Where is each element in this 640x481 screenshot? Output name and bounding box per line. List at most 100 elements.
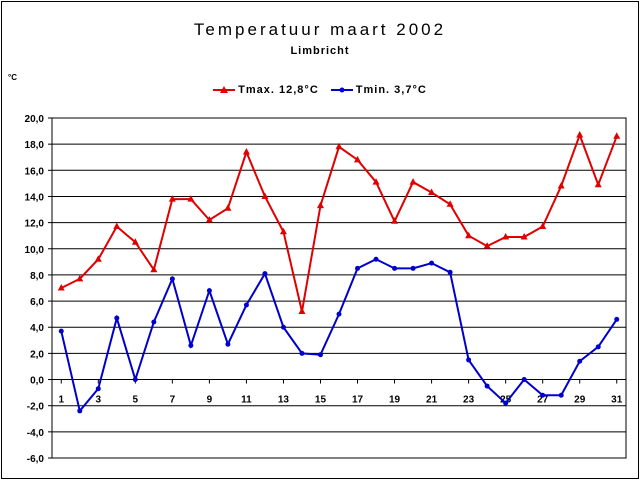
x-tick-label: 17 [352,395,364,406]
x-tick-label: 3 [96,395,102,406]
plot-area [51,117,627,459]
y-tick-label: 8,0 [30,271,44,282]
y-tick-label: 6,0 [30,297,44,308]
x-tick-label: 5 [133,395,139,406]
tmin-point [373,256,379,262]
y-tick-label: 0,0 [30,376,44,387]
legend-marker-tmin [330,87,353,93]
y-tick-label: 4,0 [30,323,44,334]
tmin-point [114,315,120,321]
x-tick-label: 19 [389,395,401,406]
chart-title: Temperatuur maart 2002 [193,20,447,39]
tmin-point [188,343,194,349]
tmax-point [483,242,491,249]
tmin-point [243,302,249,308]
y-tick-label: 10,0 [25,245,45,256]
tmax-point [94,255,102,262]
y-axis-unit: °C [8,73,17,82]
tmin-point [206,288,212,294]
tmax-point [131,238,139,245]
tmin-point [355,265,361,271]
tmin-point [614,316,620,322]
legend-marker-tmax [213,86,236,93]
tmin-point [299,350,305,356]
y-tick-label: 12,0 [25,219,45,230]
tmax-point [576,131,584,138]
tmin-point [151,319,157,325]
legend: Tmax. 12,8°C Tmin. 3,7°C [2,84,638,96]
x-tick-label: 11 [241,395,252,406]
tmax-line [60,132,618,312]
tmax-point [446,200,454,207]
y-tick-label: 14,0 [25,192,45,203]
tmax-point [298,307,306,315]
tmax-point [354,155,362,163]
tmax-point [242,148,250,155]
x-tick-label: 31 [611,395,623,406]
x-tick-label: 15 [315,395,327,406]
tmax-point [168,195,176,202]
tmax-point [205,216,213,223]
tmin-point [225,341,231,347]
x-tick-label: 21 [426,395,438,406]
x-tick-label: 9 [207,395,213,406]
x-tick-label: 13 [278,395,290,406]
legend-label-tmin: Tmin. 3,7°C [355,84,427,96]
tmin-point [317,352,323,358]
tmin-point [577,358,583,364]
tmax-point [391,217,399,224]
tmax-point [557,182,565,189]
tmax-point [613,132,621,139]
tmin-point [336,311,342,317]
tmax-point [76,274,84,282]
legend-item-tmin: Tmin. 3,7°C [330,84,427,96]
x-tick-label: 29 [574,395,586,406]
tmax-point [261,192,269,199]
tmin-line [60,258,618,414]
tmin-point [429,260,435,266]
tmin-point [466,357,472,363]
y-tick-label: 2,0 [30,349,44,360]
tmax-point [187,195,195,202]
tmin-point [521,377,527,383]
tmax-point [372,178,380,185]
tmax-point [57,284,65,291]
y-tick-label: -2,0 [27,402,45,413]
tmin-point [280,324,286,330]
x-tick-label: 7 [170,395,176,406]
tmin-point [595,344,601,350]
legend-label-tmax: Tmax. 12,8°C [238,84,319,96]
tmin-point [169,276,175,282]
tmin-point [77,408,83,414]
tmin-point [410,265,416,271]
tmin-point [540,392,546,398]
tmax-point [465,231,473,239]
tmin-point [503,400,509,406]
tmax-point [539,222,547,230]
x-tick-label: 25 [500,395,512,406]
tmin-point [58,328,64,334]
tmin-point [558,392,564,398]
tmax-point [335,142,343,150]
tmax-point [409,178,417,185]
tmin-point [392,265,398,271]
x-tick-label: 23 [463,395,475,406]
chart-subtitle: Limbricht [290,45,350,57]
tmax-point [502,233,510,240]
tmin-point [262,271,268,277]
tmax-point [224,204,232,211]
tmax-point [150,265,158,273]
y-tick-label: 16,0 [25,166,45,177]
tmax-point [520,233,528,240]
y-tick-label: 20,0 [25,114,45,125]
tmin-point [95,386,101,392]
tmax-point [113,222,121,230]
y-tick-label: -4,0 [27,428,45,439]
tmax-point [279,227,287,235]
tmax-point [316,201,324,209]
tmin-point [132,377,138,383]
x-tick-label: 27 [537,395,549,406]
x-tick-label: 1 [58,395,64,406]
